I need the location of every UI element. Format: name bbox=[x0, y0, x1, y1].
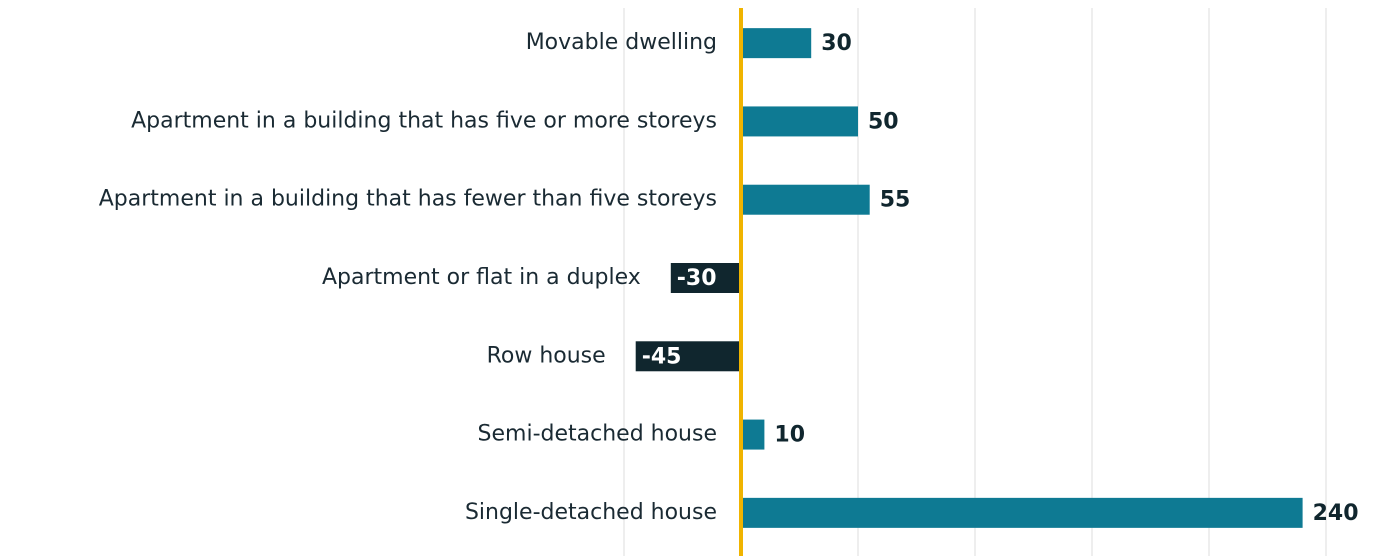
value-label: 30 bbox=[821, 31, 852, 56]
bar bbox=[670, 263, 741, 293]
value-label: 10 bbox=[774, 423, 805, 448]
value-label: 55 bbox=[880, 188, 911, 213]
category-label: Apartment in a building that has five or… bbox=[131, 108, 717, 133]
category-label: Semi-detached house bbox=[478, 422, 717, 447]
category-label: Row house bbox=[487, 343, 606, 368]
bar bbox=[741, 419, 765, 450]
value-label: -30 bbox=[677, 266, 717, 291]
category-label: Movable dwelling bbox=[526, 30, 717, 55]
category-label: Apartment or flat in a duplex bbox=[322, 265, 641, 290]
bar bbox=[741, 106, 858, 137]
bar bbox=[741, 28, 812, 59]
category-label: Apartment in a building that has fewer t… bbox=[99, 187, 717, 212]
value-label: 50 bbox=[868, 109, 899, 134]
category-label: Single-detached house bbox=[465, 500, 717, 525]
value-label: -45 bbox=[642, 344, 682, 369]
bar bbox=[635, 341, 741, 372]
value-label: 240 bbox=[1313, 501, 1359, 526]
bar bbox=[741, 184, 870, 215]
bar bbox=[741, 497, 1303, 528]
